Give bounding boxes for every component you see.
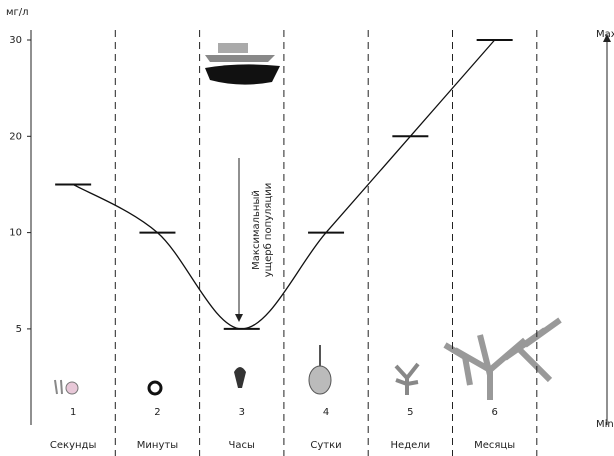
right-axis-top: Мах [596,29,614,40]
x-tick-label: Месяцы [474,440,515,451]
cell-1 [55,380,78,394]
boat [205,43,280,85]
stage-label: 2 [154,407,160,418]
chart: мг/л Мах Min Максимальный ущерб популяци… [0,0,614,456]
x-tick-label: Секунды [50,440,96,451]
y-tick-label: 5 [16,324,22,335]
stage-label: 4 [323,407,329,418]
cell-6 [445,320,560,400]
cell-5 [396,364,418,395]
cell-3 [234,367,246,388]
right-axis-bottom: Min [596,419,614,430]
x-tick-label: Сутки [310,440,341,451]
annotation: Максимальный ущерб популяции [251,183,274,278]
annotation-line: ущерб популяции [263,183,274,278]
y-tick-label: 30 [9,35,22,46]
cell-2 [149,382,161,394]
stage-label: 6 [491,407,497,418]
annotation-line: Максимальный [251,190,262,270]
stage-label: 1 [70,407,76,418]
y-tick-label: 10 [9,228,22,239]
illustrations [55,43,560,400]
x-tick-label: Часы [229,440,255,451]
x-tick-label: Недели [391,440,431,451]
y-tick-label: 20 [9,131,22,142]
cell-4 [309,345,331,394]
x-tick-label: Минуты [137,440,178,451]
y-unit: мг/л [6,7,29,18]
stage-label: 3 [239,407,245,418]
stage-label: 5 [407,407,413,418]
